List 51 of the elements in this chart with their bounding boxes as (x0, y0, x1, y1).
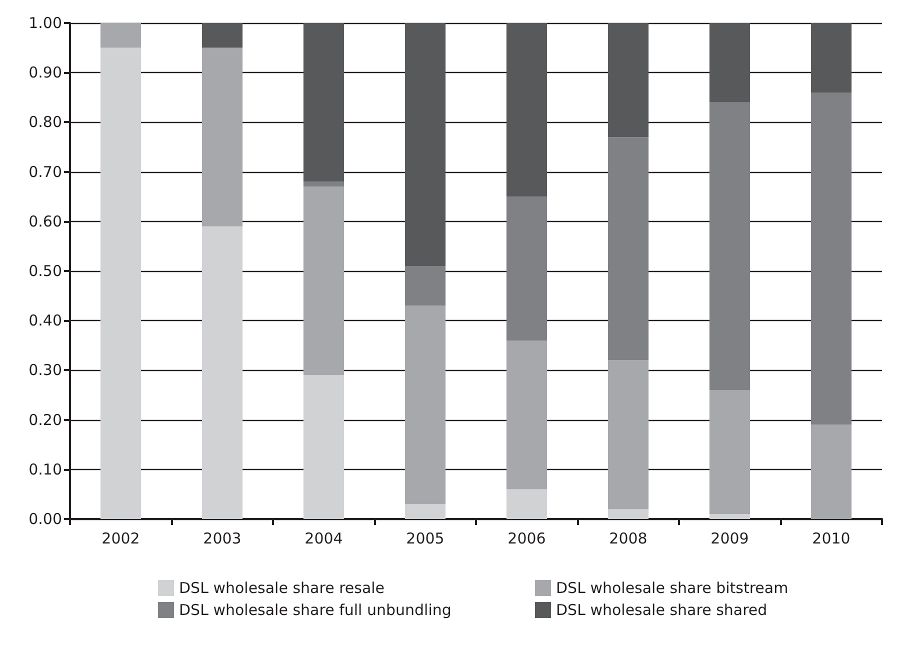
x-tick-label: 2010 (812, 530, 850, 548)
x-tick-label: 2005 (406, 530, 444, 548)
bar (709, 102, 750, 390)
x-tick-label: 2008 (609, 530, 648, 548)
bar (100, 48, 142, 519)
x-tick-label: 2003 (203, 530, 242, 548)
bar (506, 196, 548, 340)
y-tick-label: 0.40 (28, 312, 62, 330)
legend-label: DSL wholesale share bitstream (556, 579, 788, 597)
y-tick-label: 0.20 (28, 410, 62, 429)
y-tick-label: 0.50 (28, 262, 62, 280)
y-tick-label: 0.80 (28, 113, 62, 132)
bar (810, 92, 852, 425)
bar (506, 489, 548, 519)
bar (202, 226, 243, 519)
y-tick-label: 0.60 (28, 212, 62, 230)
bar (608, 137, 649, 360)
bar (709, 23, 750, 102)
bar (303, 23, 344, 182)
bar (506, 23, 548, 197)
legend-label: DSL wholesale share full unbundling (179, 601, 452, 619)
bar (202, 23, 243, 48)
y-tick-label: 1.00 (28, 14, 62, 32)
legend-label: DSL wholesale share resale (179, 579, 385, 597)
x-tick-label: 2002 (102, 530, 140, 548)
bar (709, 390, 750, 514)
bar (608, 23, 649, 138)
bar (404, 306, 446, 504)
bar (404, 266, 446, 306)
bar (810, 23, 852, 92)
x-tick-label: 2009 (710, 530, 749, 548)
y-tick-label: 0.70 (28, 162, 62, 181)
bar (404, 23, 446, 266)
bar (608, 509, 649, 519)
bar (100, 23, 142, 48)
bar (810, 424, 852, 519)
bar (303, 375, 344, 519)
bar (608, 360, 649, 510)
y-tick-label: 0.30 (28, 361, 62, 380)
bar (404, 504, 446, 519)
legend-label: DSL wholesale share shared (556, 601, 768, 619)
bar (202, 48, 243, 226)
bar (709, 514, 750, 519)
y-tick-label: 0.00 (28, 510, 62, 528)
bar (506, 340, 548, 490)
x-tick-label: 2004 (304, 530, 343, 548)
x-tick-label: 2006 (508, 530, 546, 548)
y-tick-label: 0.90 (28, 64, 62, 82)
y-tick-label: 0.10 (28, 460, 62, 478)
bar (303, 186, 344, 376)
bar (303, 182, 344, 187)
